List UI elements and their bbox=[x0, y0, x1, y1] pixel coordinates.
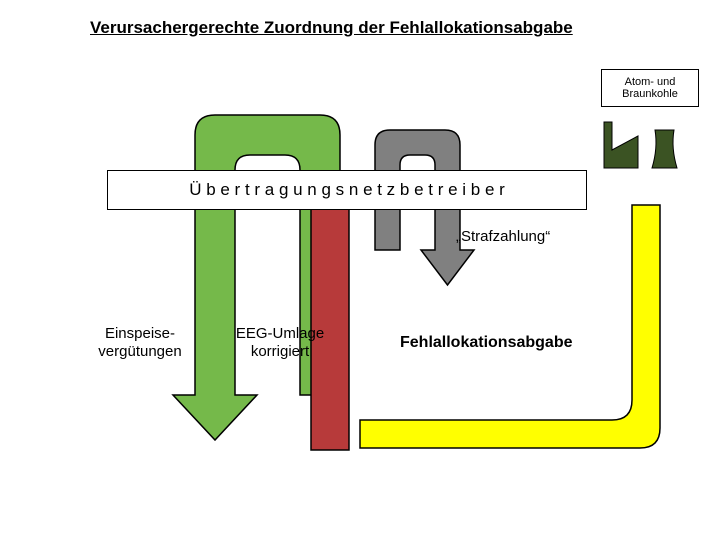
einspeise-label: Einspeise- vergütungen bbox=[80, 325, 200, 361]
strafzahlung-label: „Strafzahlung“ bbox=[456, 228, 550, 246]
uebertragungsnetzbetreiber-box: Ü b e r t r a g u n g s n e t z b e t r … bbox=[107, 170, 587, 210]
atom-braunkohle-box: Atom- und Braunkohle bbox=[601, 69, 699, 107]
uebertragungsnetzbetreiber-label: Ü b e r t r a g u n g s n e t z b e t r … bbox=[189, 180, 505, 200]
fehlallokation-label: Fehlallokationsabgabe bbox=[400, 333, 572, 352]
eeg-umlage-label: EEG-Umlage korrigiert bbox=[225, 325, 335, 361]
atom-braunkohle-label: Atom- und Braunkohle bbox=[622, 76, 678, 100]
factory-icon bbox=[604, 122, 677, 168]
